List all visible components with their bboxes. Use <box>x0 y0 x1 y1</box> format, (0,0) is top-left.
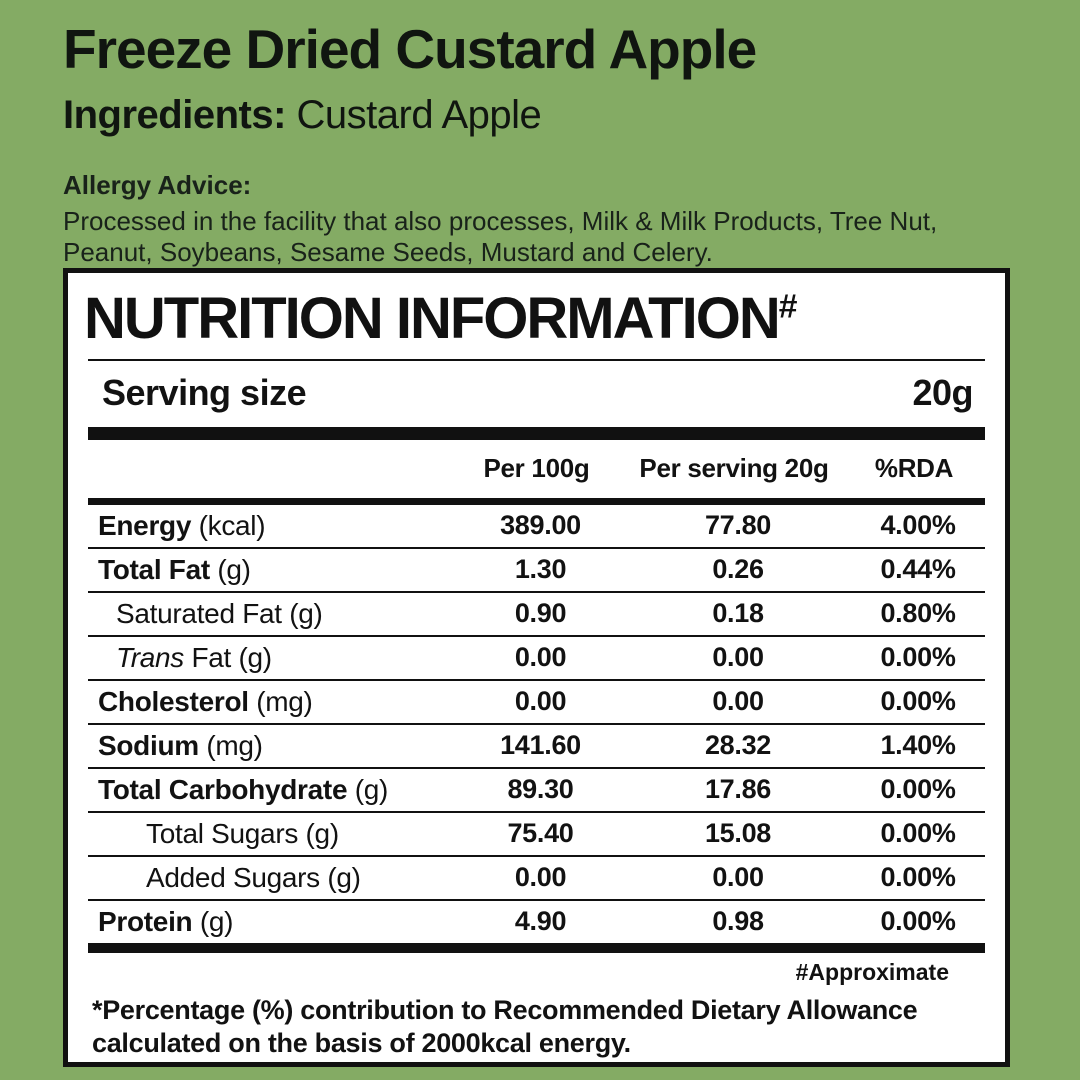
nutrient-value-rda: 0.00% <box>880 774 956 805</box>
divider-thick-bar <box>88 426 985 440</box>
nutrient-value-rda: 0.00% <box>880 686 956 717</box>
serving-size-label: Serving size <box>102 371 307 413</box>
nutrient-value-per100: 4.90 <box>514 906 567 937</box>
ingredients-line: Ingredients: Custard Apple <box>63 93 1023 138</box>
nutrient-row: Protein (g) 4.90 0.98 0.00% <box>88 901 985 943</box>
rda-footnote: *Percentage (%) contribution to Recommen… <box>92 994 918 1058</box>
nutrient-label: Energy (kcal) <box>98 509 266 541</box>
nutrient-value-serving: 0.00 <box>712 642 764 673</box>
allergy-body: Processed in the facility that also proc… <box>63 206 938 267</box>
nutrient-row: Trans Fat (g) 0.00 0.00 0.00% <box>88 637 985 681</box>
serving-size-value: 20g <box>912 371 973 413</box>
nutrient-value-per100: 75.40 <box>507 818 574 849</box>
nutrient-label: Total Sugars (g) <box>146 817 339 849</box>
divider-thin <box>88 358 985 361</box>
serving-size-row: Serving size 20g <box>84 361 989 425</box>
nutrient-value-per100: 89.30 <box>507 774 574 805</box>
label-header: Freeze Dried Custard Apple Ingredients: … <box>63 22 1023 267</box>
nutrient-value-rda: 1.40% <box>880 730 956 761</box>
column-header-rda: %RDA <box>874 453 954 484</box>
nutrient-value-per100: 389.00 <box>500 510 581 541</box>
nutrient-value-per100: 0.00 <box>514 686 567 717</box>
nutrient-value-rda: 4.00% <box>880 510 956 541</box>
nutrient-rows: Energy (kcal) 389.00 77.80 4.00% Total Fat (… <box>88 505 985 943</box>
nutrient-row: Cholesterol (mg) 0.00 0.00 0.00% <box>88 681 985 725</box>
nutrient-row: Total Sugars (g) 75.40 15.08 0.00% <box>88 813 985 857</box>
product-title: Freeze Dried Custard Apple <box>63 18 757 80</box>
nutrient-value-serving: 0.18 <box>712 598 764 629</box>
ingredients-value: Custard Apple <box>296 93 542 137</box>
approximate-hash-mark: # <box>778 288 798 326</box>
nutrient-row: Energy (kcal) 389.00 77.80 4.00% <box>88 505 985 549</box>
nutrient-label: Saturated Fat (g) <box>116 597 323 629</box>
nutrition-title-text: NUTRITION INFORMATION <box>84 286 781 351</box>
nutrient-label: Cholesterol (mg) <box>98 685 313 717</box>
nutrient-value-serving: 0.26 <box>712 554 764 585</box>
divider-bottom-bar <box>88 942 985 953</box>
nutrient-label: Sodium (mg) <box>98 729 263 761</box>
nutrient-value-serving: 77.80 <box>704 510 772 541</box>
nutrient-row: Added Sugars (g) 0.00 0.00 0.00% <box>88 857 985 901</box>
nutrient-label: Protein (g) <box>98 905 234 937</box>
divider-header <box>88 497 985 505</box>
nutrient-label: Trans Fat (g) <box>116 641 272 673</box>
column-header-row: Per 100g Per serving 20g %RDA <box>84 440 989 498</box>
nutrient-value-rda: 0.00% <box>880 906 956 937</box>
nutrient-row: Sodium (mg) 141.60 28.32 1.40% <box>88 725 985 769</box>
ingredients-label: Ingredients: <box>63 93 286 137</box>
nutrient-value-serving: 17.86 <box>704 774 772 805</box>
nutrient-value-per100: 141.60 <box>500 730 581 761</box>
column-header-per100g: Per 100g <box>483 453 590 484</box>
nutrient-value-per100: 0.00 <box>514 862 567 893</box>
nutrient-value-per100: 0.90 <box>514 598 567 629</box>
allergy-advice: Allergy Advice: Processed in the facilit… <box>63 170 993 267</box>
column-header-per-serving: Per serving 20g <box>639 453 829 484</box>
nutrient-value-rda: 0.80% <box>880 598 956 629</box>
nutrient-label: Total Fat (g) <box>98 553 251 585</box>
nutrition-title: NUTRITION INFORMATION# <box>84 286 989 351</box>
allergy-heading: Allergy Advice: <box>63 170 252 200</box>
nutrient-value-serving: 15.08 <box>704 818 772 849</box>
nutrient-value-serving: 28.32 <box>704 730 772 761</box>
nutrient-value-rda: 0.44% <box>880 554 956 585</box>
nutrient-value-serving: 0.00 <box>712 862 764 893</box>
approximate-note: #Approximate <box>795 958 949 985</box>
nutrient-value-per100: 1.30 <box>514 554 567 585</box>
nutrient-value-per100: 0.00 <box>514 642 567 673</box>
nutrient-row: Total Carbohydrate (g) 89.30 17.86 0.00% <box>88 769 985 813</box>
nutrient-value-rda: 0.00% <box>880 862 956 893</box>
nutrient-label: Added Sugars (g) <box>146 861 361 893</box>
nutrient-value-serving: 0.98 <box>712 906 764 937</box>
nutrient-value-rda: 0.00% <box>880 818 956 849</box>
nutrition-panel: NUTRITION INFORMATION# Serving size 20g … <box>63 268 1010 1067</box>
nutrient-row: Total Fat (g) 1.30 0.26 0.44% <box>88 549 985 593</box>
nutrient-value-serving: 0.00 <box>712 686 764 717</box>
nutrient-value-rda: 0.00% <box>880 642 956 673</box>
nutrient-label: Total Carbohydrate (g) <box>98 773 389 805</box>
nutrient-row: Saturated Fat (g) 0.90 0.18 0.80% <box>88 593 985 637</box>
